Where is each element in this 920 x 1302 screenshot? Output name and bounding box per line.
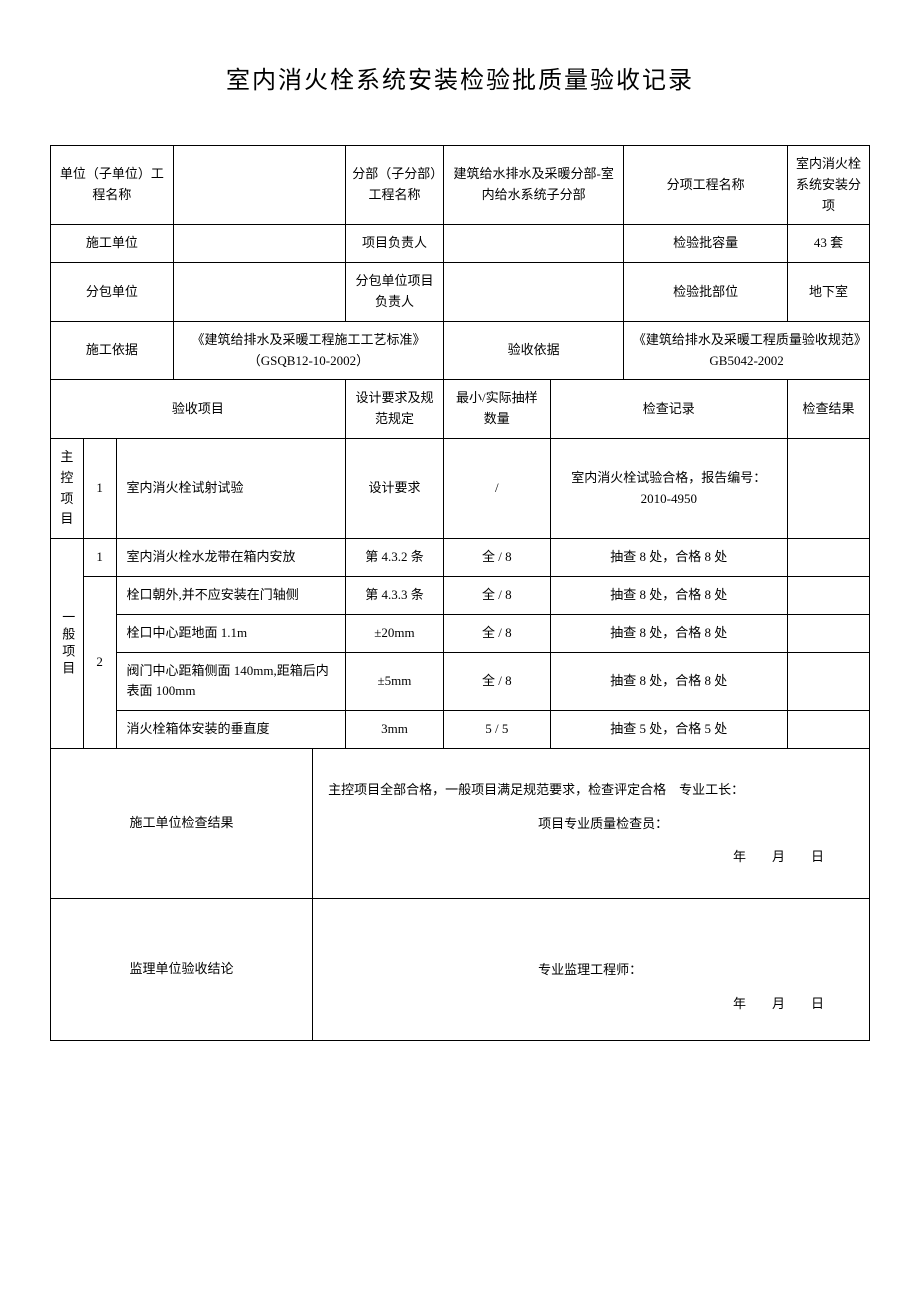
cell-record: 抽查 8 处，合格 8 处 [550, 576, 787, 614]
cell-result [788, 438, 870, 538]
table-row: 消火栓箱体安装的垂直度 3mm 5 / 5 抽查 5 处，合格 5 处 [51, 711, 870, 749]
cell-name: 阀门中心距箱侧面 140mm,距箱后内表面 100mm [116, 652, 345, 711]
label-sub-pm: 分包单位项目负责人 [345, 263, 443, 322]
table-row: 主控项目 1 室内消火栓试射试验 设计要求 / 室内消火栓试验合格，报告编号：2… [51, 438, 870, 538]
cell-record: 抽查 8 处，合格 8 处 [550, 614, 787, 652]
value-construct-basis: 《建筑给排水及采暖工程施工工艺标准》（GSQB12-10-2002） [173, 321, 443, 380]
table-row: 2 栓口朝外,并不应安装在门轴侧 第 4.3.3 条 全 / 8 抽查 8 处，… [51, 576, 870, 614]
label-batch-cap: 检验批容量 [624, 225, 788, 263]
cell-name: 栓口中心距地面 1.1m [116, 614, 345, 652]
foreman-label: 专业工长： [679, 782, 744, 797]
construct-result-block: 主控项目全部合格，一般项目满足规范要求，检查评定合格 专业工长： 项目专业质量检… [313, 748, 870, 898]
cell-result [788, 614, 870, 652]
cell-record: 抽查 8 处，合格 8 处 [550, 652, 787, 711]
label-construct-unit: 施工单位 [51, 225, 174, 263]
table-row: 施工单位检查结果 主控项目全部合格，一般项目满足规范要求，检查评定合格 专业工长… [51, 748, 870, 898]
main-ctrl-label: 主控项目 [51, 438, 84, 538]
cell-sample: 5 / 5 [444, 711, 550, 749]
cell-idx: 1 [83, 539, 116, 577]
value-subcontract [173, 263, 345, 322]
cell-result [788, 576, 870, 614]
cell-name: 栓口朝外,并不应安装在门轴侧 [116, 576, 345, 614]
cell-spec: 第 4.3.3 条 [345, 576, 443, 614]
table-row: 施工单位 项目负责人 检验批容量 43 套 [51, 225, 870, 263]
col-item: 验收项目 [51, 380, 346, 439]
value-unit-project [173, 146, 345, 225]
table-row: 分包单位 分包单位项目负责人 检验批部位 地下室 [51, 263, 870, 322]
table-row: 监理单位验收结论 专业监理工程师： 年 月 日 [51, 898, 870, 1040]
cell-idx: 1 [83, 438, 116, 538]
cell-result [788, 711, 870, 749]
label-accept-basis: 验收依据 [444, 321, 624, 380]
value-item-project: 室内消火栓系统安装分项 [788, 146, 870, 225]
value-batch-loc: 地下室 [788, 263, 870, 322]
cell-result [788, 539, 870, 577]
label-unit-project: 单位（子单位）工程名称 [51, 146, 174, 225]
date-line: 年 月 日 [328, 840, 854, 874]
value-pm [444, 225, 624, 263]
col-result: 检查结果 [788, 380, 870, 439]
col-record: 检查记录 [550, 380, 787, 439]
table-row: 施工依据 《建筑给排水及采暖工程施工工艺标准》（GSQB12-10-2002） … [51, 321, 870, 380]
general-label: 一般项目 [51, 539, 84, 749]
label-subproject: 分部（子分部）工程名称 [345, 146, 443, 225]
table-row: 一般项目 1 室内消火栓水龙带在箱内安放 第 4.3.2 条 全 / 8 抽查 … [51, 539, 870, 577]
label-subcontract: 分包单位 [51, 263, 174, 322]
supervise-result-label: 监理单位验收结论 [51, 898, 313, 1040]
label-pm: 项目负责人 [345, 225, 443, 263]
value-construct-unit [173, 225, 345, 263]
value-batch-cap: 43 套 [788, 225, 870, 263]
date-line: 年 月 日 [328, 987, 854, 1021]
cell-spec: 第 4.3.2 条 [345, 539, 443, 577]
table-row: 单位（子单位）工程名称 分部（子分部）工程名称 建筑给水排水及采暖分部-室内给水… [51, 146, 870, 225]
label-batch-loc: 检验批部位 [624, 263, 788, 322]
construct-text: 主控项目全部合格，一般项目满足规范要求，检查评定合格 [328, 782, 666, 797]
cell-name: 室内消火栓试射试验 [116, 438, 345, 538]
cell-spec: ±5mm [345, 652, 443, 711]
cell-record: 室内消火栓试验合格，报告编号：2010-4950 [550, 438, 787, 538]
cell-sample: 全 / 8 [444, 576, 550, 614]
label-construct-basis: 施工依据 [51, 321, 174, 380]
table-row: 栓口中心距地面 1.1m ±20mm 全 / 8 抽查 8 处，合格 8 处 [51, 614, 870, 652]
engineer-label: 专业监理工程师： [328, 953, 854, 987]
value-sub-pm [444, 263, 624, 322]
label-item-project: 分项工程名称 [624, 146, 788, 225]
value-accept-basis: 《建筑给排水及采暖工程质量验收规范》GB5042-2002 [624, 321, 870, 380]
cell-result [788, 652, 870, 711]
construct-result-label: 施工单位检查结果 [51, 748, 313, 898]
page-title: 室内消火栓系统安装检验批质量验收记录 [50, 60, 870, 95]
cell-record: 抽查 5 处，合格 5 处 [550, 711, 787, 749]
cell-sample: / [444, 438, 550, 538]
cell-idx: 2 [83, 576, 116, 748]
value-subproject: 建筑给水排水及采暖分部-室内给水系统子分部 [444, 146, 624, 225]
table-row: 验收项目 设计要求及规范规定 最小/实际抽样数量 检查记录 检查结果 [51, 380, 870, 439]
cell-name: 消火栓箱体安装的垂直度 [116, 711, 345, 749]
cell-name: 室内消火栓水龙带在箱内安放 [116, 539, 345, 577]
cell-spec: 3mm [345, 711, 443, 749]
table-row: 阀门中心距箱侧面 140mm,距箱后内表面 100mm ±5mm 全 / 8 抽… [51, 652, 870, 711]
col-sample: 最小/实际抽样数量 [444, 380, 550, 439]
cell-spec: 设计要求 [345, 438, 443, 538]
cell-sample: 全 / 8 [444, 539, 550, 577]
cell-spec: ±20mm [345, 614, 443, 652]
supervise-result-block: 专业监理工程师： 年 月 日 [313, 898, 870, 1040]
inspector-label: 项目专业质量检查员： [328, 807, 854, 841]
record-table: 单位（子单位）工程名称 分部（子分部）工程名称 建筑给水排水及采暖分部-室内给水… [50, 145, 870, 1041]
cell-sample: 全 / 8 [444, 652, 550, 711]
cell-record: 抽查 8 处，合格 8 处 [550, 539, 787, 577]
col-spec: 设计要求及规范规定 [345, 380, 443, 439]
cell-sample: 全 / 8 [444, 614, 550, 652]
